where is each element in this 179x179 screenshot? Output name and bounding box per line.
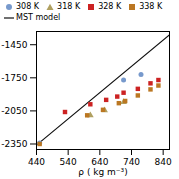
svg-text:740: 740 [123,157,140,167]
svg-text:640: 640 [91,157,108,167]
html-text:328 K: 328 K [98,2,122,11]
svg-text:-1450: -1450 [1,40,27,50]
svg-text:540: 540 [60,157,77,167]
html-text:308 K: 308 K [16,2,40,11]
svg-text:840: 840 [155,157,172,167]
svg-text:-1750: -1750 [1,73,27,83]
svg-text:-2050: -2050 [1,106,27,116]
svg-text:-2350: -2350 [1,139,27,149]
svg-text:ρ ( kg m⁻³): ρ ( kg m⁻³) [78,167,127,177]
html-text:338 K: 338 K [139,2,163,11]
html-text:MST model: MST model [16,13,61,22]
html-text:318 K: 318 K [57,2,81,11]
svg-text:440: 440 [28,157,45,167]
